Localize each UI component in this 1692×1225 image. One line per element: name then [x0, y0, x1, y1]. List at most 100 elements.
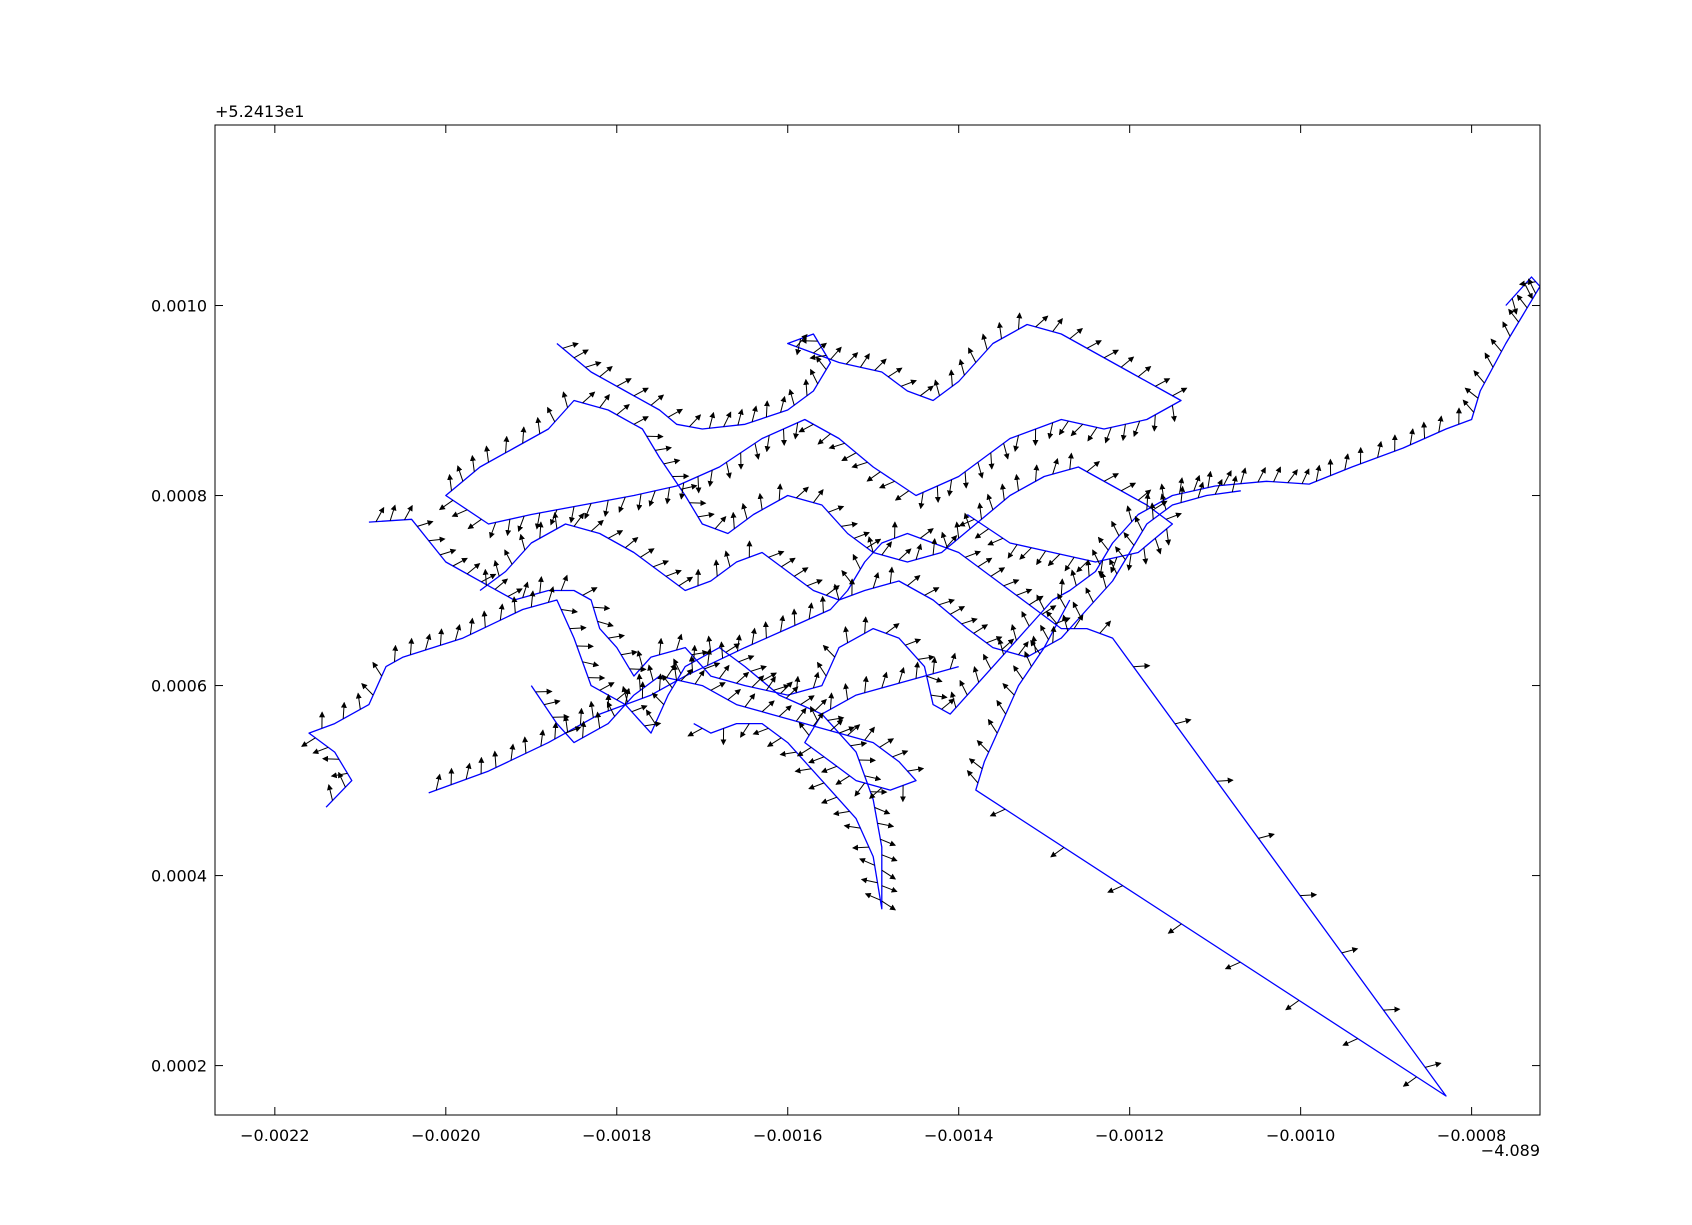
quiver-arrow	[958, 518, 975, 527]
quiver-arrow	[727, 688, 741, 701]
quiver-arrow	[1402, 1076, 1417, 1087]
quiver-arrow	[931, 656, 938, 674]
quiver-arrow	[949, 606, 966, 615]
quiver-arrow	[603, 500, 610, 517]
quiver-arrow	[679, 482, 686, 500]
quiver-arrow	[874, 358, 887, 371]
quiver-arrow	[905, 638, 922, 646]
quiver-arrow	[361, 682, 374, 696]
quiver-arrow	[907, 766, 925, 773]
quiver-arrow	[737, 408, 744, 426]
quiver-arrow	[741, 502, 748, 520]
quiver-arrow	[1072, 601, 1081, 617]
quiver-arrow	[534, 512, 541, 530]
quiver-arrow	[1421, 421, 1428, 439]
quiver-arrow	[819, 595, 826, 613]
quiver-arrow	[881, 854, 898, 862]
quiver-arrow	[881, 885, 898, 893]
quiver-arrow	[881, 869, 897, 880]
quiver-arrow	[561, 391, 569, 408]
quiver-arrow	[813, 342, 828, 354]
quiver-arrow	[451, 509, 468, 517]
quiver-arrow	[1018, 641, 1029, 656]
quiver-arrow	[1484, 352, 1494, 368]
series-line-track	[368, 276, 1540, 715]
quiver-arrow	[569, 624, 587, 631]
quiver-arrow	[1490, 338, 1502, 352]
x-tick-label: −0.0020	[411, 1126, 480, 1145]
quiver-arrow	[795, 707, 807, 722]
quiver-arrow	[1057, 593, 1067, 609]
quiver-arrow	[547, 586, 555, 603]
quiver-arrow	[1137, 489, 1152, 501]
plot-area	[301, 276, 1540, 1097]
quiver-arrow	[676, 633, 683, 651]
quiver-arrow	[467, 518, 482, 530]
quiver-arrow	[697, 512, 715, 518]
x-tick-label: −0.0016	[753, 1126, 822, 1145]
quiver-arrow	[781, 557, 796, 568]
quiver-arrow	[996, 699, 1007, 715]
quiver-arrow	[1144, 492, 1151, 510]
quiver-arrow	[519, 533, 526, 551]
quiver-arrow	[481, 610, 488, 628]
y-offset-label: +5.2413e1	[215, 102, 304, 121]
quiver-arrow	[1014, 473, 1021, 491]
quiver-arrow	[1524, 283, 1533, 300]
quiver-arrow	[1085, 587, 1094, 603]
quiver-arrow	[1021, 611, 1030, 627]
quiver-arrow	[820, 765, 838, 774]
quiver-arrow	[1107, 885, 1123, 893]
quiver-arrow	[764, 435, 771, 453]
quiver-arrow	[657, 673, 664, 691]
quiver-arrow	[1061, 614, 1069, 632]
quiver-arrow	[689, 414, 702, 428]
quiver-arrow	[597, 620, 614, 628]
quiver-arrow	[1516, 294, 1528, 309]
quiver-arrow	[599, 393, 610, 408]
quiver-arrow	[763, 400, 770, 418]
quiver-arrow	[779, 750, 797, 757]
quiver-arrow	[977, 557, 993, 568]
quiver-arrow	[1137, 365, 1152, 378]
quiver-arrow	[918, 492, 925, 510]
quiver-arrow	[606, 701, 616, 717]
quiver-arrow	[1052, 457, 1059, 475]
quiver-arrow	[794, 767, 812, 774]
quiver-arrow	[788, 388, 795, 406]
quiver-arrow	[404, 504, 413, 521]
quiver-arrow	[1002, 682, 1015, 696]
quiver-arrow	[529, 590, 536, 608]
quiver-arrow	[780, 395, 787, 413]
quiver-arrow	[898, 548, 912, 561]
quiver-arrow	[864, 726, 875, 741]
quiver-arrow	[808, 782, 825, 790]
quiver-arrow	[1064, 557, 1075, 572]
quiver-arrow	[880, 838, 897, 847]
quiver-arrow	[914, 661, 921, 679]
quiver-arrow	[1133, 420, 1141, 438]
quiver-arrow	[1287, 469, 1298, 483]
quiver-arrow	[1103, 473, 1119, 482]
quiver-arrow	[776, 483, 783, 501]
quiver-arrow	[800, 695, 815, 706]
quiver-arrow	[539, 729, 546, 747]
quiver-arrow	[655, 445, 672, 452]
quiver-arrow	[647, 664, 654, 681]
quiver-arrow	[1114, 546, 1126, 561]
quiver-arrow	[1086, 340, 1102, 349]
quiver-arrow	[885, 623, 900, 634]
quiver-arrow	[582, 587, 598, 596]
quiver-arrow	[740, 723, 750, 738]
quiver-arrow	[636, 493, 643, 511]
y-tick-label: 0.0006	[151, 677, 207, 696]
quiver-arrow	[618, 496, 626, 513]
quiver-arrow	[1273, 466, 1281, 483]
quiver-arrow	[1045, 610, 1058, 625]
quiver-arrow	[652, 560, 670, 568]
quiver-arrow	[582, 661, 600, 668]
quiver-arrow	[900, 379, 917, 387]
quiver-arrow	[761, 672, 777, 682]
quiver-arrow	[986, 493, 994, 510]
quiver-arrow	[511, 596, 518, 614]
